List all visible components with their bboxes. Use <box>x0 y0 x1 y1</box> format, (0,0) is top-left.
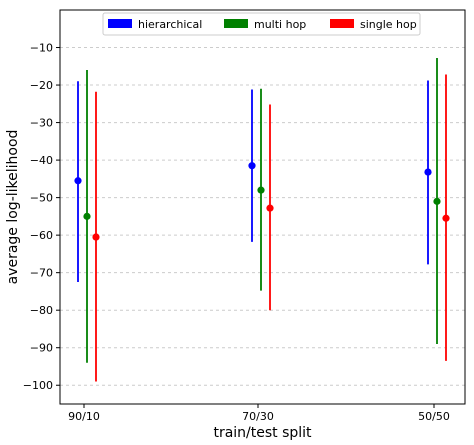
legend-label: hierarchical <box>138 18 202 31</box>
data-point <box>92 233 100 241</box>
legend-label: multi hop <box>254 18 306 31</box>
x-tick-label: 70/30 <box>242 410 274 423</box>
data-point <box>433 197 441 205</box>
legend-box <box>102 12 421 36</box>
y-tick-label: −100 <box>23 379 53 392</box>
legend-item: hierarchical <box>108 18 202 31</box>
y-axis: −10 −20 −30 −40 −50 −60 −70 −80 −90 −100 <box>23 42 60 392</box>
plot-area <box>59 9 466 405</box>
legend-label: single hop <box>360 18 417 31</box>
grid-lines <box>60 47 465 386</box>
data-point <box>257 186 265 194</box>
data-point <box>266 204 274 212</box>
legend-item: single hop <box>330 18 417 31</box>
y-tick-label: −50 <box>30 192 53 205</box>
data-point <box>424 168 432 176</box>
series-marks <box>74 58 450 382</box>
series-hierarchical <box>74 80 432 283</box>
legend-swatch <box>108 19 132 28</box>
y-tick-label: −40 <box>30 154 53 167</box>
data-point <box>74 177 82 185</box>
y-tick-label: −10 <box>30 42 53 55</box>
y-tick-label: −70 <box>30 267 53 280</box>
series-single-hop <box>92 74 450 382</box>
legend-swatch <box>224 19 248 28</box>
legend-item: multi hop <box>224 18 306 31</box>
x-axis: 90/10 70/30 50/50 <box>68 404 450 423</box>
legend: hierarchical multi hop single hop <box>102 12 421 36</box>
data-point <box>442 214 450 222</box>
y-tick-label: −20 <box>30 79 53 92</box>
y-tick-label: −80 <box>30 304 53 317</box>
y-tick-label: −30 <box>30 117 53 130</box>
y-axis-title: average log-likelihood <box>5 130 21 285</box>
data-point <box>248 162 256 170</box>
y-tick-label: −90 <box>30 342 53 355</box>
series-multi-hop <box>83 58 441 363</box>
x-tick-label: 50/50 <box>418 410 450 423</box>
x-tick-label: 90/10 <box>68 410 100 423</box>
data-point <box>83 212 91 220</box>
x-axis-title: train/test split <box>213 425 312 441</box>
legend-swatch <box>330 19 354 28</box>
y-tick-label: −60 <box>30 229 53 242</box>
